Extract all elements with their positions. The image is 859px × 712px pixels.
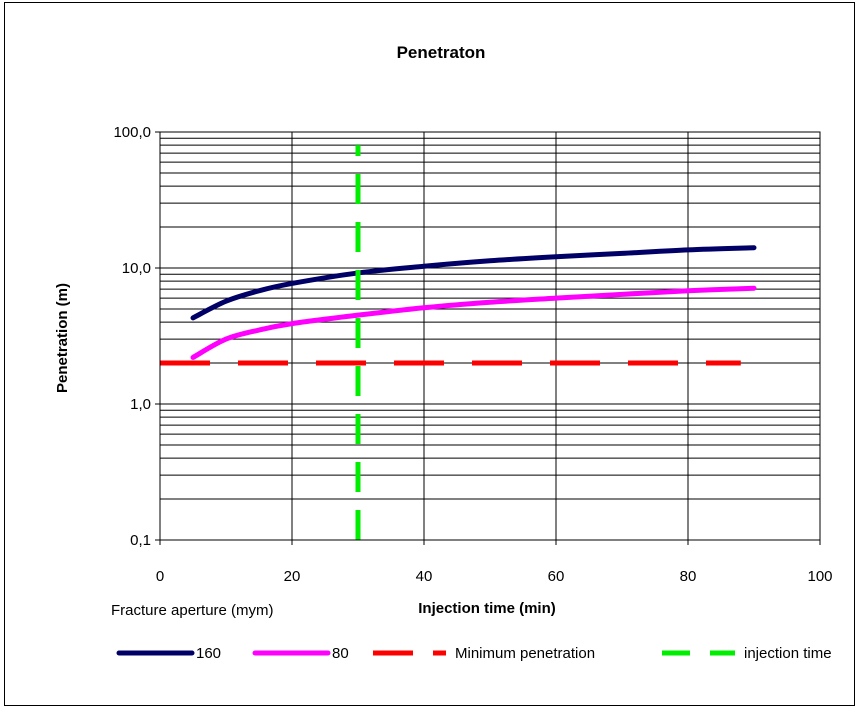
x-tick-label: 100 (807, 568, 832, 585)
series-160-legend-label: 160 (196, 645, 221, 662)
y-tick-label: 1,0 (130, 396, 151, 413)
chart-title: Penetraton (397, 43, 486, 62)
series-layer (160, 145, 757, 540)
x-tick-label: 60 (548, 568, 565, 585)
x-tick-label: 0 (156, 568, 164, 585)
series-injection-time-legend-label: injection time (744, 645, 832, 662)
series-minimum-penetration-legend-label: Minimum penetration (455, 645, 595, 662)
series-80-line (190, 285, 757, 360)
legend-title: Fracture aperture (mym) (111, 602, 274, 619)
grid (159, 131, 821, 541)
y-tick-label: 10,0 (122, 260, 151, 277)
series-80-legend-label: 80 (332, 645, 349, 662)
legend: 160 80 Minimum penetration injection time (116, 645, 832, 662)
axes: 0,1 1,0 10,0 100,0 0 20 40 60 80 100 (113, 124, 832, 585)
y-axis-label: Penetration (m) (54, 283, 71, 393)
y-tick-label: 100,0 (113, 124, 151, 141)
chart-frame: Penetraton 0,1 1,0 10,0 100,0 0 20 40 60 80 100 P… (4, 2, 855, 706)
penetration-chart: Penetraton 0,1 1,0 10,0 100,0 0 20 40 60 80 100 P… (54, 43, 833, 662)
x-axis-label: Injection time (min) (418, 600, 556, 617)
y-tick-label: 0,1 (130, 532, 151, 549)
x-tick-label: 20 (284, 568, 301, 585)
x-tick-label: 40 (416, 568, 433, 585)
x-tick-label: 80 (680, 568, 697, 585)
series-160-line (190, 245, 757, 321)
plot-area (159, 131, 821, 541)
